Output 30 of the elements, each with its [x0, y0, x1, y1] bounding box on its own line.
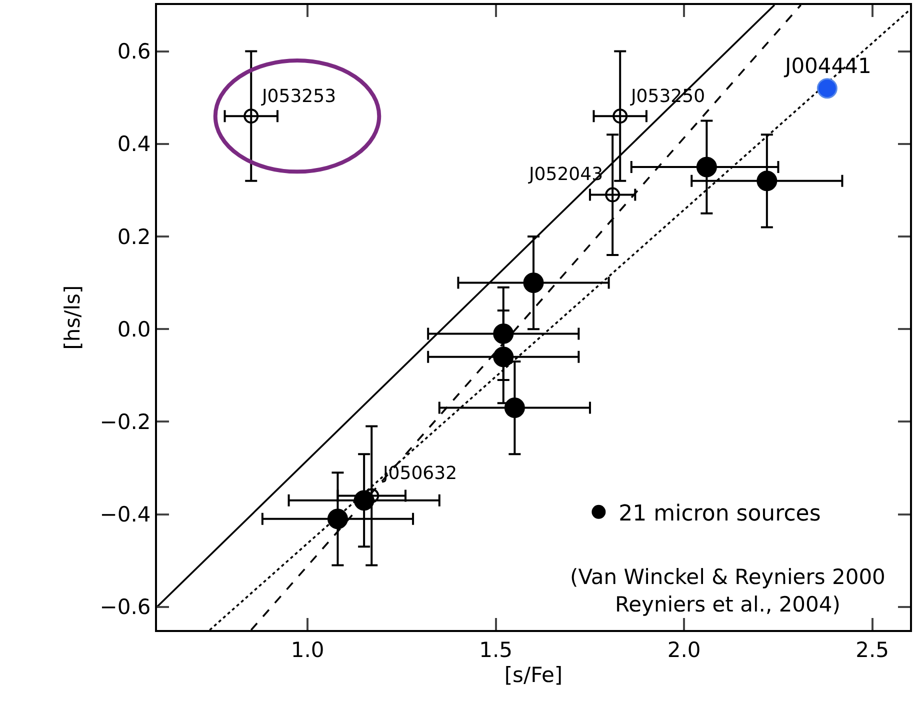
- y-tick-label: −0.4: [100, 502, 151, 527]
- annotation: J053253: [261, 86, 336, 107]
- point: [605, 187, 620, 202]
- y-tick-label: 0.0: [117, 317, 151, 342]
- annotation: (Van Winckel & Reyniers 2000 Reyniers et al., 2004): [570, 565, 886, 616]
- point: [504, 398, 525, 418]
- point: [244, 108, 259, 124]
- point: [756, 170, 778, 192]
- legend-label: 21 micron sources: [618, 502, 821, 527]
- point: [612, 108, 628, 124]
- point: [696, 156, 717, 178]
- point: [523, 272, 544, 294]
- x-tick-label: 1.5: [479, 638, 513, 662]
- x-tick-label: 2.0: [667, 638, 701, 662]
- x-axis-title: [s/Fe]: [504, 662, 563, 687]
- point: [493, 323, 514, 344]
- y-axis-title: [hs/ls]: [60, 285, 84, 350]
- y-tick-label: 0.4: [117, 132, 151, 156]
- point: [493, 346, 514, 368]
- y-tick-label: 0.2: [117, 224, 151, 249]
- x-tick-label: 1.0: [290, 638, 324, 662]
- y-tick-label: −0.6: [100, 595, 151, 620]
- annotation: J050632: [382, 463, 458, 484]
- point: [327, 508, 348, 530]
- y-tick-label: 0.6: [117, 40, 151, 64]
- y-tick-label: −0.2: [100, 410, 151, 434]
- annotation: J004441: [783, 54, 872, 78]
- point: [816, 78, 838, 99]
- annotation: J052043: [528, 164, 604, 185]
- x-tick-label: 2.5: [856, 638, 890, 662]
